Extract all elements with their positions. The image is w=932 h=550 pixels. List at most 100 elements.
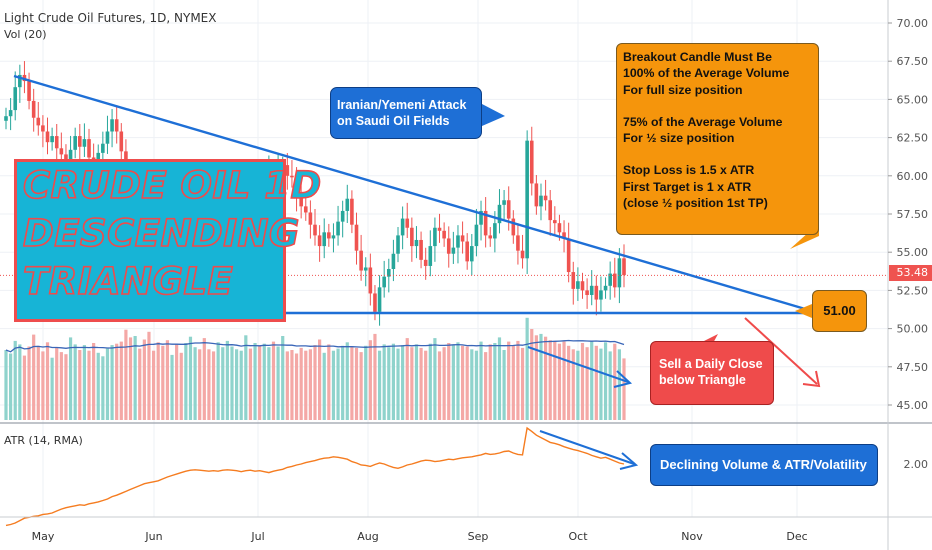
month-tick-label: Jun <box>144 530 162 543</box>
price-tick-label: 50.00 <box>897 323 929 336</box>
candle-body <box>303 206 308 213</box>
volume-bar <box>507 341 511 420</box>
candle-body <box>41 125 45 132</box>
candle-body <box>363 267 368 271</box>
volume-bar <box>599 348 603 420</box>
month-tick-label: May <box>32 530 55 543</box>
candle-body <box>608 273 612 286</box>
attack-line-1: Iranian/Yemeni Attack <box>337 98 467 112</box>
candle-body <box>59 148 64 155</box>
volume-bar <box>576 350 580 420</box>
title-line-2: DESCENDING <box>22 211 300 256</box>
volume-bar <box>59 352 63 420</box>
volume-bar <box>622 358 626 420</box>
volume-bar <box>4 350 8 420</box>
volume-bar <box>474 350 479 420</box>
volume-bar <box>405 338 409 420</box>
volume-bar <box>179 352 183 420</box>
candle-body <box>31 100 36 118</box>
volume-bar <box>285 351 289 420</box>
sell-line-1: Sell a Daily Close <box>659 357 763 371</box>
candle-body <box>414 239 419 247</box>
volume-bar <box>590 341 594 420</box>
volume-bar <box>9 353 13 420</box>
volume-bar <box>267 347 271 420</box>
candle-body <box>54 136 59 149</box>
candle-body <box>516 235 520 251</box>
candle-body <box>119 131 124 152</box>
volume-bar <box>230 346 234 420</box>
candle-body <box>497 204 502 224</box>
volume-bar <box>401 345 405 420</box>
candle-body <box>423 259 428 266</box>
price-tick-label: 52.50 <box>897 284 929 297</box>
candle-body <box>8 110 13 117</box>
volume-bar <box>281 336 285 420</box>
volume-bar <box>460 345 465 420</box>
rules-line-9: First Target is 1 x ATR <box>623 179 752 194</box>
candle-body <box>557 223 562 233</box>
candle-body <box>82 139 87 147</box>
volume-bar <box>304 350 308 420</box>
candle-body <box>336 221 340 236</box>
volume-decline-arrow-shaft <box>527 346 629 383</box>
volume-bar <box>497 337 502 420</box>
volume-bar <box>313 345 317 420</box>
volume-bar <box>350 346 354 420</box>
volume-bar <box>442 347 446 420</box>
title-line-1: CRUDE OIL 1D <box>22 163 322 208</box>
candle-body <box>474 224 479 247</box>
volume-bar <box>198 349 202 420</box>
candle-body <box>479 210 483 225</box>
candle-body <box>553 220 557 224</box>
volume-bar <box>248 348 253 420</box>
month-tick-label: Sep <box>468 530 489 543</box>
candle-body <box>465 241 469 262</box>
volume-bar <box>479 341 483 420</box>
candle-body <box>548 200 553 221</box>
volume-bar <box>364 345 368 420</box>
volume-bar <box>271 341 276 420</box>
volume-bar <box>165 340 170 420</box>
volume-bar <box>377 350 382 420</box>
candle-body <box>603 285 608 291</box>
attack-callout: Iranian/Yemeni Attack on Saudi Oil Field… <box>330 87 482 139</box>
volume-bar <box>493 343 497 420</box>
volume-bar <box>341 345 345 420</box>
candle-body <box>36 117 41 126</box>
volume-bar <box>580 343 585 420</box>
volume-bar <box>359 352 363 420</box>
volume-bar <box>553 341 557 420</box>
volume-bar <box>447 343 451 420</box>
volume-bar <box>373 333 377 420</box>
month-tick-label: Aug <box>357 530 378 543</box>
volume-bar <box>68 337 73 420</box>
month-tick-label: Nov <box>681 530 703 543</box>
price-tick-label: 62.50 <box>897 132 929 145</box>
volume-bar <box>520 347 525 420</box>
volume-bar <box>175 344 179 420</box>
atr-pane <box>5 426 625 527</box>
volume-bar <box>525 317 529 420</box>
volume-bar <box>96 352 100 420</box>
volume-bar <box>27 346 31 420</box>
support-callout-pointer <box>795 304 812 318</box>
title-line-3: TRIANGLE <box>22 259 234 304</box>
candle-body <box>391 253 396 270</box>
volume-bar <box>32 334 36 420</box>
candle-body <box>331 235 336 239</box>
volume-bar <box>456 342 460 420</box>
volume-bar <box>294 353 299 420</box>
volume-bar <box>530 329 534 420</box>
volume-bar <box>331 350 336 420</box>
volume-bar <box>470 349 474 420</box>
candle-body <box>377 287 382 312</box>
volume-bar <box>424 350 428 420</box>
volume-bar <box>322 352 326 420</box>
volume-bar <box>594 345 598 420</box>
candle-body <box>50 136 54 143</box>
candle-body <box>294 177 299 196</box>
candle-body <box>456 235 460 248</box>
candle-body <box>308 212 313 225</box>
